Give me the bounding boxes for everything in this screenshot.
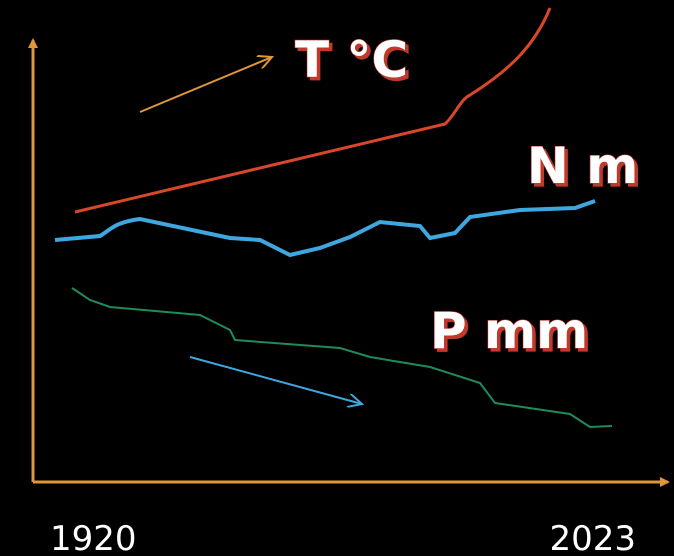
wind-label: N m [527, 137, 638, 195]
rising-arrow [139, 57, 272, 113]
end-year: 2023 [549, 519, 636, 556]
start-year: 1920 [50, 519, 137, 556]
precipitation-label: P mm [430, 302, 588, 360]
precipitation-curve [71, 287, 613, 429]
temperature-curve [74, 7, 552, 214]
wind-curve [54, 199, 596, 258]
temperature-label: T °C [295, 31, 408, 89]
falling-arrow [189, 356, 362, 404]
